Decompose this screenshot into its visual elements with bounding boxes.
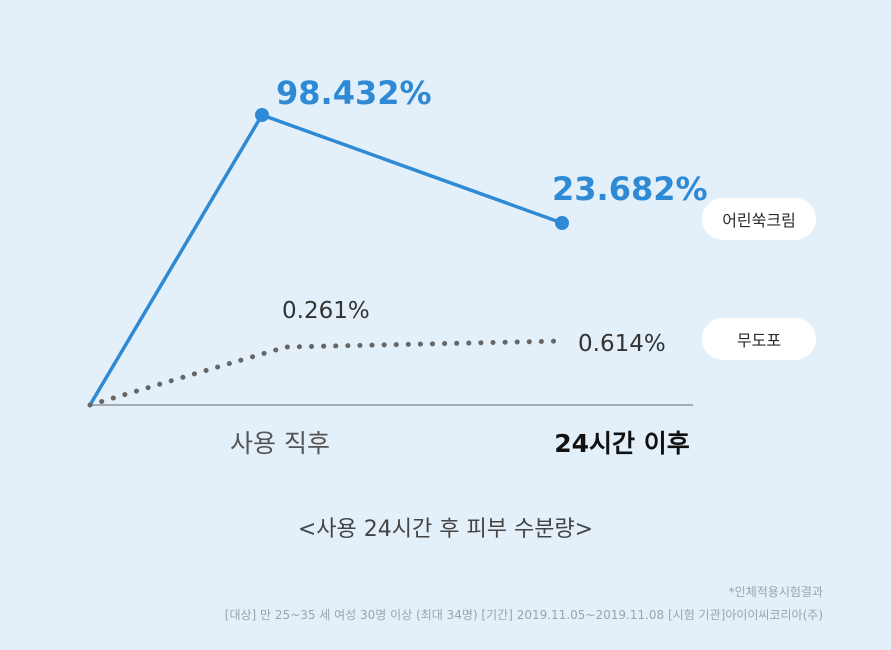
series-line-cream [88, 113, 563, 406]
data-point-cream [255, 108, 269, 122]
legend-item-cream: 어린쑥크림 [702, 198, 816, 240]
series-line-untreated [87, 338, 565, 408]
data-label-untreated: 0.614% [578, 331, 666, 357]
data-label-cream: 98.432% [276, 74, 432, 112]
legend-item-untreated: 무도포 [702, 318, 816, 360]
data-label-untreated: 0.261% [282, 298, 370, 324]
x-tick-label: 24시간 이후 [554, 429, 690, 458]
footnote-details: [대상] 만 25~35 세 여성 30명 이상 (최대 34명) [기간] 2… [224, 608, 823, 622]
x-tick-label: 사용 직후 [230, 429, 330, 458]
footnote-test-result: *인체적용시험결과 [728, 585, 823, 599]
chart-caption: <사용 24시간 후 피부 수분량> [297, 517, 594, 542]
data-label-cream: 23.682% [552, 170, 708, 208]
data-point-cream [555, 216, 569, 230]
